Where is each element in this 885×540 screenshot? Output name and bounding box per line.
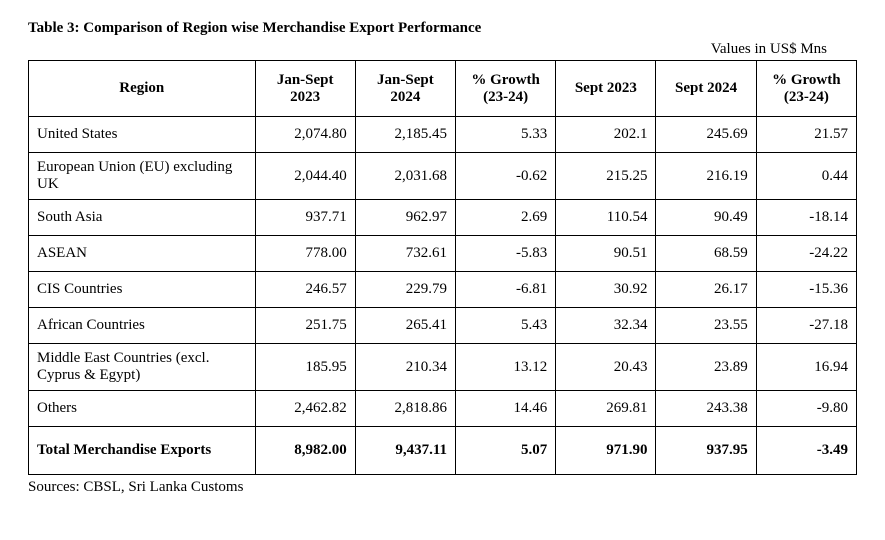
value-cell: -27.18 bbox=[756, 308, 856, 344]
region-cell: Middle East Countries (excl. Cyprus & Eg… bbox=[29, 344, 256, 391]
region-cell: South Asia bbox=[29, 200, 256, 236]
table-title: Table 3: Comparison of Region wise Merch… bbox=[28, 20, 857, 37]
value-cell: 13.12 bbox=[456, 344, 556, 391]
col-header-js2024: Jan-Sept 2024 bbox=[355, 61, 455, 117]
value-cell: 215.25 bbox=[556, 153, 656, 200]
total-value-cell: 5.07 bbox=[456, 427, 556, 475]
value-cell: 23.55 bbox=[656, 308, 756, 344]
sources-label: Sources: CBSL, Sri Lanka Customs bbox=[28, 479, 857, 496]
value-cell: 110.54 bbox=[556, 200, 656, 236]
table-row: ASEAN778.00732.61-5.8390.5168.59-24.22 bbox=[29, 236, 857, 272]
region-cell: Others bbox=[29, 391, 256, 427]
region-cell: United States bbox=[29, 117, 256, 153]
table-row: African Countries251.75265.415.4332.3423… bbox=[29, 308, 857, 344]
col-header-region: Region bbox=[29, 61, 256, 117]
value-cell: 2,185.45 bbox=[355, 117, 455, 153]
total-value-cell: 971.90 bbox=[556, 427, 656, 475]
value-cell: 202.1 bbox=[556, 117, 656, 153]
value-cell: 68.59 bbox=[656, 236, 756, 272]
total-value-cell: 9,437.11 bbox=[355, 427, 455, 475]
value-cell: -5.83 bbox=[456, 236, 556, 272]
value-cell: 246.57 bbox=[255, 272, 355, 308]
col-header-s2023: Sept 2023 bbox=[556, 61, 656, 117]
value-cell: 2,462.82 bbox=[255, 391, 355, 427]
value-cell: 2,818.86 bbox=[355, 391, 455, 427]
table-row: South Asia937.71962.972.69110.5490.49-18… bbox=[29, 200, 857, 236]
table-row: Others2,462.822,818.8614.46269.81243.38-… bbox=[29, 391, 857, 427]
value-cell: 185.95 bbox=[255, 344, 355, 391]
region-cell: European Union (EU) excluding UK bbox=[29, 153, 256, 200]
value-cell: 2,031.68 bbox=[355, 153, 455, 200]
total-value-cell: -3.49 bbox=[756, 427, 856, 475]
value-cell: 210.34 bbox=[355, 344, 455, 391]
value-cell: 778.00 bbox=[255, 236, 355, 272]
value-cell: 30.92 bbox=[556, 272, 656, 308]
value-cell: 269.81 bbox=[556, 391, 656, 427]
export-performance-table: Region Jan-Sept 2023 Jan-Sept 2024 % Gro… bbox=[28, 60, 857, 475]
total-value-cell: 937.95 bbox=[656, 427, 756, 475]
col-header-growth1: % Growth (23-24) bbox=[456, 61, 556, 117]
value-cell: 16.94 bbox=[756, 344, 856, 391]
value-cell: -15.36 bbox=[756, 272, 856, 308]
value-cell: 265.41 bbox=[355, 308, 455, 344]
value-cell: 245.69 bbox=[656, 117, 756, 153]
value-cell: 2,074.80 bbox=[255, 117, 355, 153]
col-header-s2024: Sept 2024 bbox=[656, 61, 756, 117]
table-header-row: Region Jan-Sept 2023 Jan-Sept 2024 % Gro… bbox=[29, 61, 857, 117]
table-row: Middle East Countries (excl. Cyprus & Eg… bbox=[29, 344, 857, 391]
table-row: CIS Countries246.57229.79-6.8130.9226.17… bbox=[29, 272, 857, 308]
value-cell: 937.71 bbox=[255, 200, 355, 236]
region-cell: African Countries bbox=[29, 308, 256, 344]
value-cell: 2,044.40 bbox=[255, 153, 355, 200]
total-value-cell: 8,982.00 bbox=[255, 427, 355, 475]
value-cell: 20.43 bbox=[556, 344, 656, 391]
col-header-growth2: % Growth (23-24) bbox=[756, 61, 856, 117]
table-row: United States2,074.802,185.455.33202.124… bbox=[29, 117, 857, 153]
value-cell: -24.22 bbox=[756, 236, 856, 272]
value-cell: 26.17 bbox=[656, 272, 756, 308]
value-cell: 5.43 bbox=[456, 308, 556, 344]
value-cell: 14.46 bbox=[456, 391, 556, 427]
table-row: European Union (EU) excluding UK2,044.40… bbox=[29, 153, 857, 200]
value-cell: 5.33 bbox=[456, 117, 556, 153]
value-cell: 732.61 bbox=[355, 236, 455, 272]
value-cell: 0.44 bbox=[756, 153, 856, 200]
value-cell: 23.89 bbox=[656, 344, 756, 391]
value-cell: 216.19 bbox=[656, 153, 756, 200]
value-cell: -6.81 bbox=[456, 272, 556, 308]
value-cell: -18.14 bbox=[756, 200, 856, 236]
total-row: Total Merchandise Exports8,982.009,437.1… bbox=[29, 427, 857, 475]
units-label: Values in US$ Mns bbox=[28, 41, 857, 58]
value-cell: 90.49 bbox=[656, 200, 756, 236]
total-label-cell: Total Merchandise Exports bbox=[29, 427, 256, 475]
value-cell: 21.57 bbox=[756, 117, 856, 153]
value-cell: 90.51 bbox=[556, 236, 656, 272]
value-cell: 251.75 bbox=[255, 308, 355, 344]
value-cell: 32.34 bbox=[556, 308, 656, 344]
value-cell: 229.79 bbox=[355, 272, 455, 308]
value-cell: 962.97 bbox=[355, 200, 455, 236]
region-cell: CIS Countries bbox=[29, 272, 256, 308]
value-cell: -0.62 bbox=[456, 153, 556, 200]
col-header-js2023: Jan-Sept 2023 bbox=[255, 61, 355, 117]
value-cell: -9.80 bbox=[756, 391, 856, 427]
value-cell: 2.69 bbox=[456, 200, 556, 236]
value-cell: 243.38 bbox=[656, 391, 756, 427]
region-cell: ASEAN bbox=[29, 236, 256, 272]
